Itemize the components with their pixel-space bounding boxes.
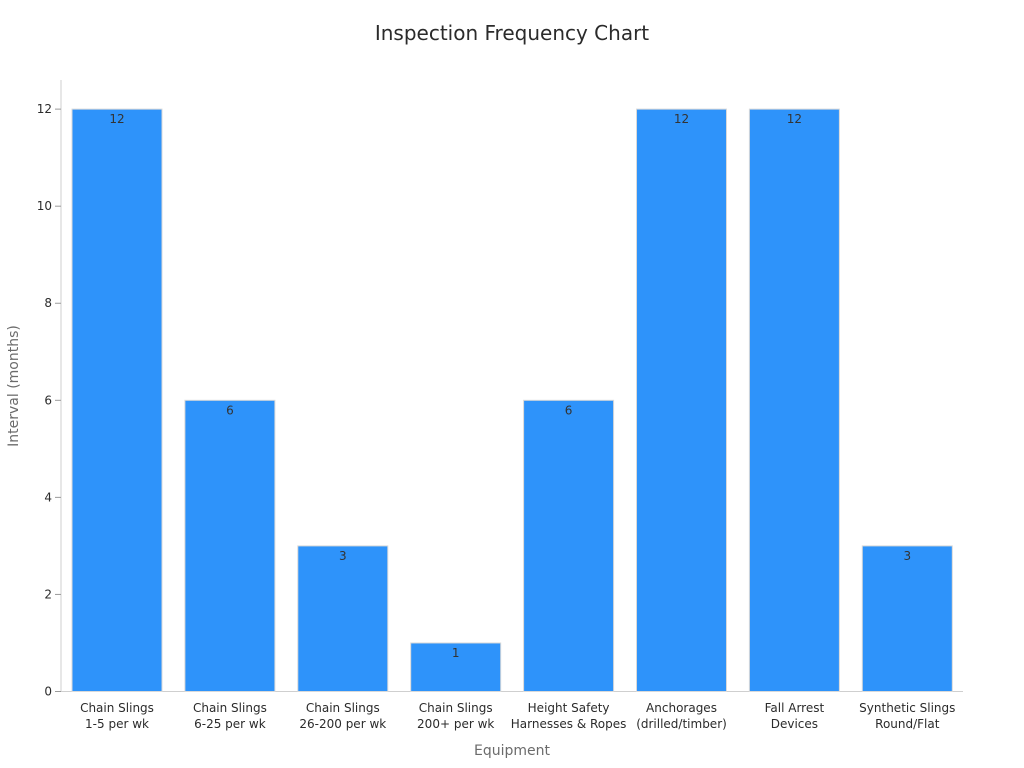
bar bbox=[523, 399, 615, 692]
x-tick-label-line: (drilled/timber) bbox=[636, 717, 727, 731]
data-label: 6 bbox=[226, 403, 234, 417]
data-label: 12 bbox=[787, 112, 802, 126]
x-tick-label: Chain Slings 1-5 per wk bbox=[80, 701, 154, 731]
bar bbox=[861, 545, 953, 693]
y-tick-label: 10 bbox=[37, 199, 52, 213]
x-tick-label-line: Chain Slings bbox=[80, 701, 154, 715]
bar bbox=[748, 108, 840, 693]
bars bbox=[71, 108, 953, 693]
y-tick-label: 2 bbox=[44, 587, 52, 601]
x-tick-label-line: Harnesses & Ropes bbox=[511, 717, 627, 731]
x-tick-label: Chain Slings 26-200 per wk bbox=[299, 701, 386, 731]
x-axis-title: Equipment bbox=[474, 743, 551, 759]
bar bbox=[71, 108, 163, 693]
y-axis-title: Interval (months) bbox=[6, 325, 22, 447]
data-label: 3 bbox=[339, 549, 347, 563]
y-tick-label: 12 bbox=[37, 102, 52, 116]
chart-title: Inspection Frequency Chart bbox=[375, 21, 649, 45]
x-tick-label-line: 6-25 per wk bbox=[194, 717, 266, 731]
x-tick-label: Fall Arrest Devices bbox=[765, 701, 825, 731]
bar bbox=[184, 399, 276, 692]
bar bbox=[410, 642, 502, 693]
x-tick-label-line: 200+ per wk bbox=[417, 717, 494, 731]
x-tick-label-line: Fall Arrest bbox=[765, 701, 825, 715]
x-tick-label: Anchorages (drilled/timber) bbox=[636, 701, 727, 731]
data-label: 12 bbox=[109, 112, 124, 126]
y-tick-label: 6 bbox=[44, 393, 52, 407]
x-tick-label-line: 26-200 per wk bbox=[299, 717, 386, 731]
data-label: 6 bbox=[565, 403, 573, 417]
x-tick-label-line: Synthetic Slings bbox=[859, 701, 955, 715]
x-tick-label: Chain Slings 6-25 per wk bbox=[193, 701, 267, 731]
x-tick-label-line: Height Safety bbox=[528, 701, 610, 715]
x-tick-label: Synthetic Slings Round/Flat bbox=[859, 701, 955, 731]
y-tick-label: 0 bbox=[44, 685, 52, 699]
x-tick-label: Height Safety Harnesses & Ropes bbox=[511, 701, 627, 731]
labels: 12 Chain Slings 1-5 per wk 6 Chain Slings 6-2… bbox=[80, 112, 955, 731]
bar bbox=[636, 108, 727, 693]
bar bbox=[297, 545, 389, 693]
x-tick-label-line: Chain Slings bbox=[306, 701, 380, 715]
x-tick-label-line: Devices bbox=[771, 717, 818, 731]
y-tick-label: 4 bbox=[44, 490, 52, 504]
data-label: 12 bbox=[674, 112, 689, 126]
x-tick-label-line: Round/Flat bbox=[875, 717, 940, 731]
data-label: 1 bbox=[452, 646, 460, 660]
x-tick-label-line: Chain Slings bbox=[193, 701, 267, 715]
x-tick-label-line: Anchorages bbox=[646, 701, 717, 715]
y-tick-label: 8 bbox=[44, 296, 52, 310]
x-tick-label-line: 1-5 per wk bbox=[85, 717, 149, 731]
x-tick-label: Chain Slings 200+ per wk bbox=[417, 701, 494, 731]
x-tick-label-line: Chain Slings bbox=[419, 701, 493, 715]
data-label: 3 bbox=[903, 549, 911, 563]
